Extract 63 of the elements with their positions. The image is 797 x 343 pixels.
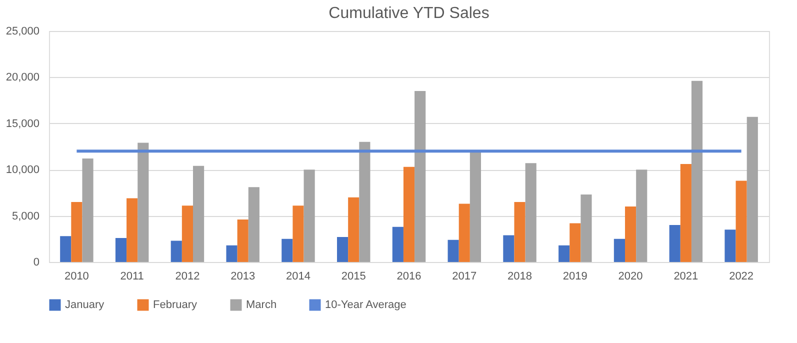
- bar: [458, 204, 470, 262]
- bar: [636, 170, 648, 262]
- bar: [570, 223, 581, 262]
- bar: [115, 238, 127, 262]
- x-tick-label: 2011: [120, 270, 144, 282]
- x-tick-label: 2022: [729, 270, 754, 282]
- y-tick-label: 25,000: [6, 26, 40, 38]
- bar: [680, 164, 692, 262]
- bar: [470, 152, 481, 262]
- bar: [614, 238, 625, 262]
- bar: [337, 237, 348, 262]
- y-tick-label: 0: [33, 256, 40, 268]
- x-tick-label: 2019: [562, 270, 588, 282]
- bar: [248, 187, 260, 262]
- x-tick-label: 2016: [396, 270, 422, 282]
- bar: [514, 202, 526, 262]
- bar: [746, 116, 758, 262]
- bar: [414, 91, 426, 262]
- bar: [691, 80, 703, 262]
- bar: [503, 235, 514, 262]
- bar: [226, 245, 238, 262]
- bar: [138, 142, 149, 262]
- legend-label: March: [246, 299, 277, 311]
- x-tick-label: 2017: [452, 270, 477, 282]
- legend-label: 10-Year Average: [325, 299, 406, 311]
- bar: [170, 240, 182, 262]
- x-tick-label: 2021: [674, 270, 698, 282]
- bar: [71, 202, 82, 262]
- bar: [558, 245, 570, 262]
- x-tick-label: 2012: [175, 270, 200, 282]
- legend-label: January: [65, 299, 105, 311]
- bar: [348, 197, 360, 262]
- bar: [82, 158, 94, 262]
- bar: [736, 180, 747, 262]
- bar: [525, 163, 536, 262]
- bar: [237, 219, 248, 262]
- x-tick-label: 2013: [230, 270, 256, 282]
- y-tick-label: 5,000: [12, 210, 40, 222]
- y-tick-label: 15,000: [6, 118, 40, 130]
- bar: [392, 226, 404, 262]
- bar: [304, 170, 315, 262]
- bar: [126, 198, 138, 262]
- bar: [193, 166, 204, 262]
- bar: [580, 194, 592, 262]
- x-tick-label: 2020: [618, 270, 643, 282]
- x-tick-label: 2014: [286, 270, 310, 282]
- chart-title: Cumulative YTD Sales: [328, 5, 490, 22]
- x-tick-label: 2018: [508, 270, 532, 282]
- x-tick-label: 2010: [64, 270, 89, 282]
- x-tick-label: 2015: [341, 270, 366, 282]
- bar: [448, 240, 459, 262]
- y-tick-label: 20,000: [6, 72, 40, 84]
- bar: [182, 206, 193, 262]
- bar: [359, 142, 370, 262]
- bar: [292, 206, 304, 262]
- bar: [669, 225, 680, 262]
- bar: [724, 230, 736, 262]
- bar: [625, 206, 636, 262]
- bar: [60, 236, 72, 262]
- bar: [282, 238, 293, 262]
- legend-label: February: [153, 299, 198, 311]
- bar: [403, 166, 415, 262]
- y-tick-label: 10,000: [6, 164, 40, 176]
